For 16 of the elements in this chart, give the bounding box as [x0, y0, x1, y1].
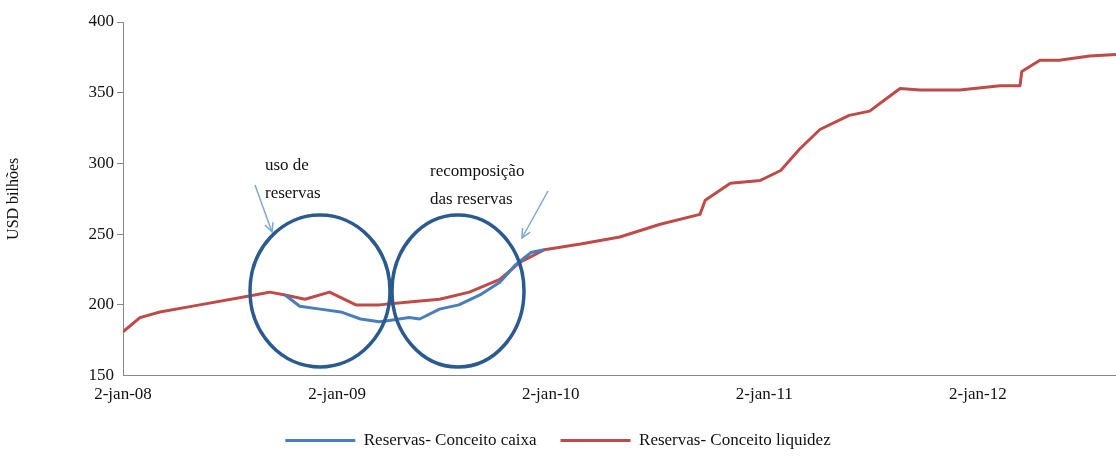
annotation: recomposição das reservas — [430, 161, 525, 208]
x-tick-label: 2-jan-11 — [735, 384, 793, 404]
legend-label: Reservas- Conceito caixa — [363, 429, 537, 449]
y-tick-label: 200 — [88, 294, 114, 314]
y-tick-label: 150 — [88, 365, 114, 385]
y-tick-label: 350 — [88, 82, 114, 102]
y-tick-label: 300 — [88, 152, 114, 172]
x-tick-label: 2-jan-10 — [521, 384, 580, 404]
y-axis-title: USD bilhões — [3, 157, 21, 240]
legend-label: Reservas- Conceito liquidez — [639, 429, 832, 449]
y-tick-label: 250 — [88, 223, 114, 243]
x-tick-label: 2-jan-08 — [94, 384, 152, 404]
y-tick-label: 400 — [88, 11, 114, 31]
annotation: uso de reservas — [265, 155, 321, 202]
x-tick-label: 2-jan-12 — [949, 384, 1007, 404]
x-tick-label: 2-jan-09 — [308, 384, 366, 404]
